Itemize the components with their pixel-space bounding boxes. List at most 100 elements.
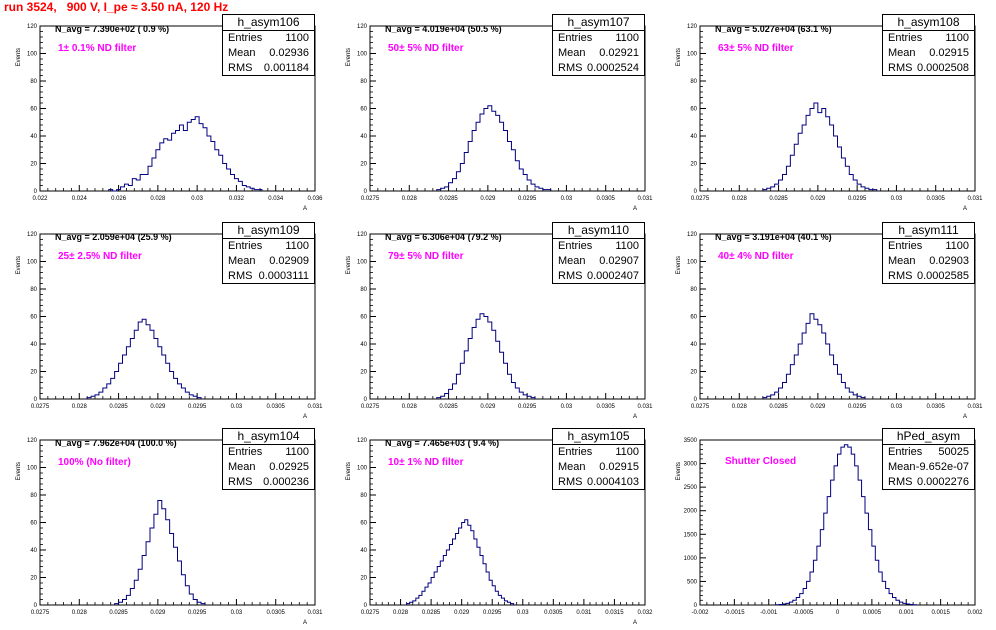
x-tick-label: 0 xyxy=(836,610,840,616)
y-tick-label: 20 xyxy=(690,162,697,168)
histogram-series xyxy=(108,116,263,192)
histogram-name: hPed_asym xyxy=(883,429,974,445)
y-axis-label: Events xyxy=(676,48,682,66)
x-tick-label: 0.031 xyxy=(967,404,983,410)
y-axis-label: Events xyxy=(346,48,352,66)
stats-row-entries: Entries 50025 xyxy=(883,445,974,460)
stats-value: 0.001184 xyxy=(263,62,309,74)
histogram-pad: 0 20 40 60 80 100 120 0.0275 0.028 0.0285 0.029 0.0… xyxy=(8,428,326,630)
y-tick-label: 1000 xyxy=(684,556,698,562)
y-tick-label: 0 xyxy=(694,189,698,195)
navg-label: N_avg = 3.191e+04 (40.1 %) xyxy=(715,232,832,242)
x-tick-label: 0.028 xyxy=(393,610,409,616)
y-tick-label: 100 xyxy=(27,260,38,266)
y-tick-label: 120 xyxy=(357,232,368,238)
x-tick-label: 0.0315 xyxy=(605,610,624,616)
page-title: run 3524, 900 V, I_pe ≈ 3.50 nA, 120 Hz xyxy=(4,0,229,14)
y-axis-label: Events xyxy=(16,256,22,274)
y-tick-label: 80 xyxy=(690,287,697,293)
stats-row-rms: RMS 0.000236 xyxy=(223,475,314,490)
stats-row-entries: Entries 1100 xyxy=(883,239,974,254)
x-axis-label: A xyxy=(303,620,307,626)
y-tick-label: 100 xyxy=(687,52,698,58)
x-tick-label: 0.03 xyxy=(891,196,903,202)
filter-label: 1± 0.1% ND filter xyxy=(58,43,137,54)
x-tick-label: 0.029 xyxy=(150,404,166,410)
stats-key: Mean xyxy=(888,461,916,473)
stats-key: Entries xyxy=(558,240,593,252)
stats-row-mean: Mean 0.02915 xyxy=(883,46,974,61)
stats-key: Mean xyxy=(228,255,256,267)
navg-label: N_avg = 7.465e+03 ( 9.4 %) xyxy=(385,438,500,448)
filter-label: 40± 4% ND filter xyxy=(718,251,794,262)
y-tick-label: 120 xyxy=(687,24,698,30)
x-tick-label: 0.028 xyxy=(402,196,418,202)
stats-value: -9.652e-07 xyxy=(915,461,969,473)
stats-box: h_asym110 Entries 1100 Mean 0.02907 RMS 0.0002… xyxy=(552,222,645,284)
stats-box: hPed_asym Entries 50025 Mean -9.652e-07 RMS 0.… xyxy=(882,428,975,490)
x-tick-label: 0.0005 xyxy=(863,610,882,616)
x-tick-label: 0.0285 xyxy=(109,404,128,410)
navg-label: N_avg = 2.059e+04 (25.9 %) xyxy=(55,232,172,242)
y-tick-label: 0 xyxy=(694,397,698,403)
x-tick-label: 0.028 xyxy=(72,610,88,616)
stats-key: Mean xyxy=(888,47,916,59)
x-tick-label: -0.0015 xyxy=(724,610,745,616)
x-tick-label: 0.03 xyxy=(191,196,203,202)
navg-label: N_avg = 6.306e+04 (79.2 %) xyxy=(385,232,502,242)
x-tick-label: 0.0285 xyxy=(422,610,441,616)
y-tick-label: 60 xyxy=(360,107,367,113)
y-tick-label: 20 xyxy=(360,576,367,582)
stats-value: 1100 xyxy=(285,240,309,252)
stats-row-rms: RMS 0.0003111 xyxy=(223,269,314,284)
x-tick-label: 0.0295 xyxy=(518,196,537,202)
x-tick-label: 0.03 xyxy=(891,404,903,410)
x-tick-label: 0.024 xyxy=(72,196,88,202)
histogram-name: h_asym107 xyxy=(553,15,644,31)
histogram-svg: 0 20 40 60 80 100 120 0.0275 0.028 0.0285 0.029 0.0… xyxy=(676,232,983,420)
y-tick-label: 40 xyxy=(690,342,697,348)
y-tick-label: 100 xyxy=(27,52,38,58)
x-tick-label: 0.0295 xyxy=(848,196,867,202)
y-tick-label: 40 xyxy=(360,134,367,140)
stats-key: RMS xyxy=(558,476,583,488)
histogram-name: h_asym110 xyxy=(553,223,644,239)
navg-label: N_avg = 7.390e+02 ( 0.9 %) xyxy=(55,24,170,34)
stats-key: Mean xyxy=(558,255,586,267)
x-tick-label: 0.0295 xyxy=(188,404,207,410)
x-tick-label: 0.0305 xyxy=(927,404,946,410)
stats-value: 0.0002585 xyxy=(917,270,969,282)
y-tick-label: 20 xyxy=(30,370,37,376)
y-tick-label: 120 xyxy=(357,438,368,444)
x-tick-label: -0.0005 xyxy=(793,610,814,616)
stats-row-mean: Mean 0.02903 xyxy=(883,254,974,269)
filter-label: 100% (No filter) xyxy=(58,457,131,468)
filter-label: 10± 1% ND filter xyxy=(388,457,464,468)
y-tick-label: 40 xyxy=(30,134,37,140)
x-tick-label: 0.0295 xyxy=(188,610,207,616)
stats-value: 0.0002407 xyxy=(587,270,639,282)
y-tick-label: 100 xyxy=(357,260,368,266)
y-tick-label: 40 xyxy=(690,134,697,140)
x-tick-label: 0.0285 xyxy=(769,196,788,202)
x-tick-label: 0.0305 xyxy=(927,196,946,202)
x-tick-label: 0.028 xyxy=(150,196,166,202)
stats-value: 0.02936 xyxy=(269,47,309,59)
stats-box: h_asym106 Entries 1100 Mean 0.02936 RMS 0.0011… xyxy=(222,14,315,76)
histogram-series xyxy=(114,500,206,605)
y-tick-label: 100 xyxy=(687,260,698,266)
y-tick-label: 500 xyxy=(687,579,698,585)
stats-key: RMS xyxy=(888,476,913,488)
y-tick-label: 60 xyxy=(30,521,37,527)
stats-row-mean: Mean -9.652e-07 xyxy=(883,460,974,475)
histogram-name: h_asym109 xyxy=(223,223,314,239)
y-tick-label: 1500 xyxy=(684,532,698,538)
x-axis-label: A xyxy=(303,414,307,420)
histogram-series xyxy=(775,444,918,606)
x-tick-label: 0.031 xyxy=(576,610,592,616)
stats-key: RMS xyxy=(228,270,253,282)
y-tick-label: 100 xyxy=(357,52,368,58)
stats-key: Mean xyxy=(558,47,586,59)
x-tick-label: 0.029 xyxy=(810,196,826,202)
x-tick-label: 0.028 xyxy=(732,196,748,202)
